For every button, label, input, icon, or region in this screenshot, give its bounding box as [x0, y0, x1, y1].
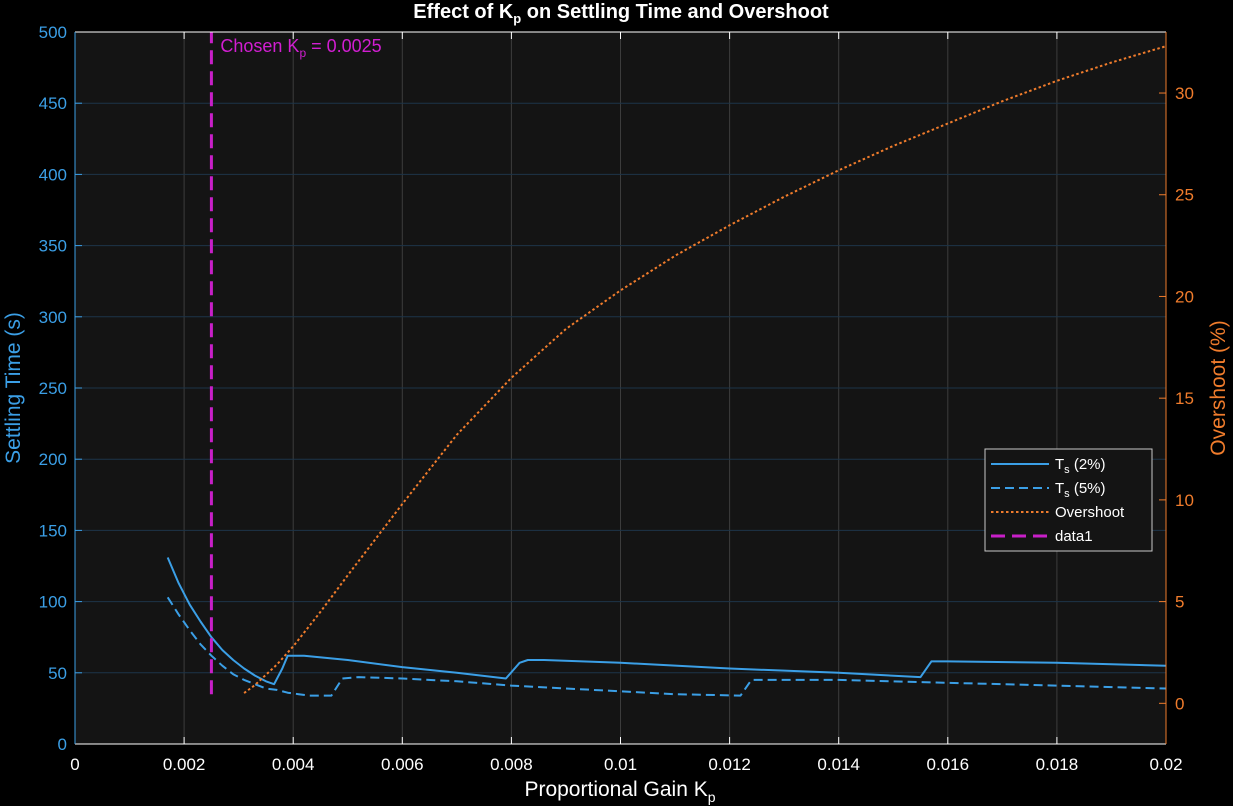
x-tick-label: 0.018	[1036, 755, 1079, 774]
x-tick-label: 0.004	[272, 755, 315, 774]
x-tick-label: 0.02	[1149, 755, 1182, 774]
y-left-tick-label: 200	[39, 450, 67, 469]
y-left-tick-label: 350	[39, 237, 67, 256]
legend-box	[984, 448, 1153, 552]
x-tick-label: 0.014	[817, 755, 860, 774]
series-group	[166, 32, 1167, 697]
y-left-tick-label: 450	[39, 94, 67, 113]
chosen-kp-annotation: Chosen Kp = 0.0025	[220, 36, 381, 60]
y-left-tick-label: 150	[39, 521, 67, 540]
x-tick-label: 0.002	[163, 755, 206, 774]
y-left-tick-label: 50	[48, 664, 67, 683]
y-right-tick-label: 10	[1175, 491, 1194, 510]
y-axis-left-label: Settling Time (s)	[2, 312, 25, 464]
series-line-3	[243, 45, 1167, 694]
x-tick-label: 0.016	[927, 755, 970, 774]
legend-label-2: Ts (5%)	[1055, 480, 1106, 500]
y-right-tick-label: 30	[1175, 84, 1194, 103]
x-tick-label: 0	[70, 755, 79, 774]
y-right-tick-label: 20	[1175, 287, 1194, 306]
y-left-tick-label: 500	[39, 23, 67, 42]
y-right-tick-label: 0	[1175, 694, 1184, 713]
y-right-tick-label: 5	[1175, 593, 1184, 612]
series-line-2	[166, 596, 1167, 697]
axes: 0 0.002 0.004 0.006 0.008 0.01 0.012 0.014 0.016…	[39, 23, 1194, 774]
legend-label-4: data1	[1055, 528, 1093, 545]
x-tick-label: 0.012	[708, 755, 751, 774]
y-left-tick-label: 400	[39, 165, 67, 184]
y-right-tick-label: 15	[1175, 389, 1194, 408]
y-left-tick-label: 100	[39, 593, 67, 612]
y-left-tick-label: 250	[39, 379, 67, 398]
legend-label-1: Ts (2%)	[1055, 456, 1106, 476]
series-line-1	[166, 557, 1167, 686]
x-tick-label: 0.008	[490, 755, 533, 774]
x-tick-label: 0.01	[604, 755, 637, 774]
y-left-tick-label: 0	[58, 735, 67, 754]
y-axis-right-label: Overshoot (%)	[1207, 320, 1230, 455]
legend-label-3: Overshoot	[1055, 504, 1125, 521]
x-axis-label: Proportional Gain Kp	[524, 778, 715, 805]
chart-title: Effect of Kp on Settling Time and Oversh…	[413, 1, 829, 26]
y-right-tick-label: 25	[1175, 186, 1194, 205]
y-left-tick-label: 300	[39, 308, 67, 327]
legend: Ts (2%) Ts (5%) Overshoot data1	[984, 448, 1153, 552]
x-tick-label: 0.006	[381, 755, 424, 774]
